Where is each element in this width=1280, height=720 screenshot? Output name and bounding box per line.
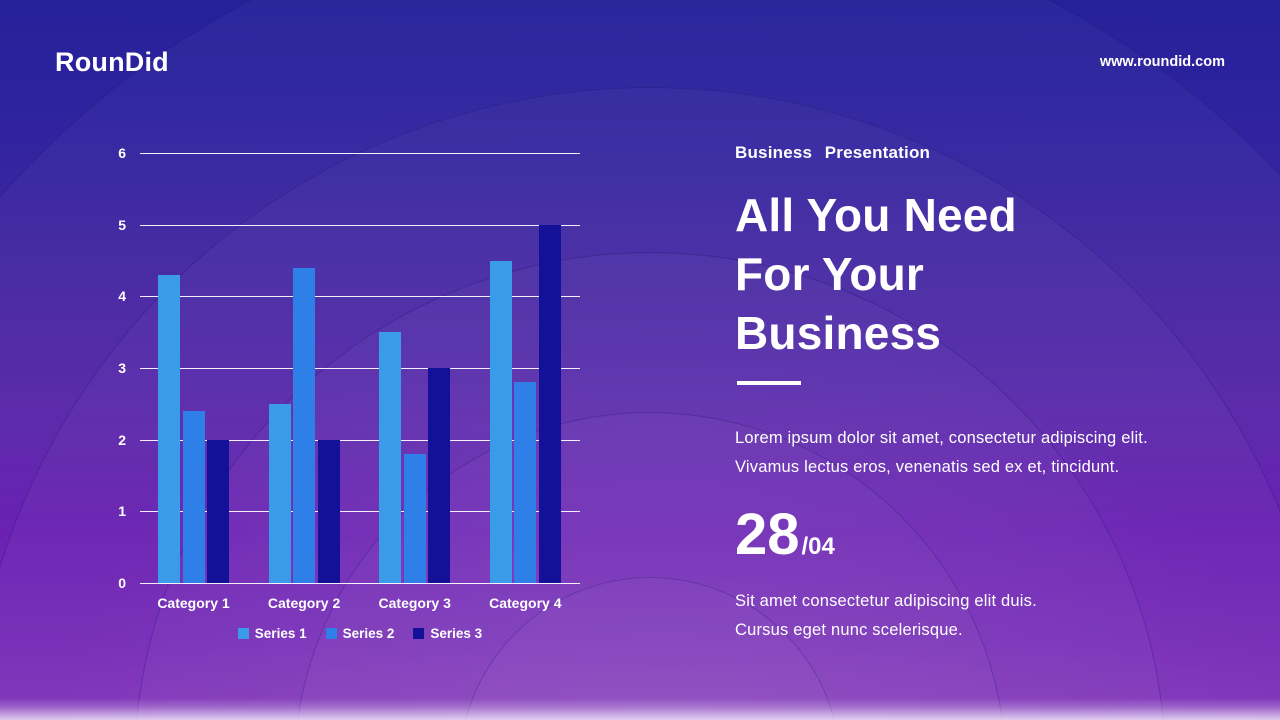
paragraph2-line-2: Cursus eget nunc scelerisque. [735,621,963,639]
y-axis-tick-label: 6 [118,145,126,161]
slide-eyebrow: Business Presentation [735,143,931,162]
bar-series1-category2 [268,403,291,583]
legend-swatch [413,628,425,639]
date: 28 /04 [735,506,835,564]
bottom-glow [0,698,1280,720]
gridline [140,296,580,298]
legend-label: Series 1 [254,626,307,641]
paragraph1-line-1: Lorem ipsum dolor sit amet, consectetur … [735,429,1148,447]
gridline [140,153,580,154]
title-line-1: All You Need [735,189,1017,241]
background-ring [0,87,1280,720]
body-paragraph-1: Lorem ipsum dolor sit amet, consectetur … [735,424,1215,482]
title-line-2: For Your [735,248,925,300]
legend-swatch [325,628,337,639]
gridline [140,368,580,369]
website-url: www.roundid.com [1099,54,1225,70]
category-label: Category 3 [378,595,451,611]
body-paragraph-2: Sit amet consectetur adipiscing elit dui… [735,587,1215,645]
chart-legend: Series 1 Series 2 Series 3 [140,626,580,641]
y-axis-tick-label: 4 [118,288,126,305]
legend-item: Series 1 [237,626,307,641]
legend-label: Series 2 [342,626,395,641]
category-label: Category 2 [267,595,341,611]
gridline [140,439,580,441]
date-day: 28 [735,502,800,567]
bar-series2-category2 [293,267,316,583]
bar-series1-category4 [489,260,512,583]
bar-series1-category3 [379,332,402,583]
bar-chart: 0 1 2 3 4 5 6 Category 1 Category 2 Category 3 Ca… [118,145,580,641]
bar-series3-category1 [207,439,229,583]
title-divider [737,381,801,385]
title-line-3: Business [735,307,942,359]
legend-swatch [237,628,249,639]
y-axis-tick-label: 5 [118,216,126,233]
y-axis-tick-label: 1 [118,503,126,520]
bar-series2-category3 [403,454,426,583]
bar-series3-category4 [538,224,561,583]
legend-label: Series 3 [430,626,483,641]
category-label: Category 1 [157,595,230,611]
category-label: Category 4 [489,595,562,611]
bar-series3-category3 [428,368,451,583]
gridline [140,511,580,513]
bar-series3-category2 [317,439,340,583]
paragraph2-line-1: Sit amet consectetur adipiscing elit dui… [735,592,1037,610]
gridline [140,224,580,226]
y-axis-tick-label: 2 [118,431,126,448]
bar-series1-category1 [158,274,180,583]
bar-series2-category4 [514,382,537,583]
legend-item: Series 2 [325,626,395,641]
date-month: /04 [801,533,835,560]
paragraph1-line-2: Vivamus lectus eros, venenatis sed ex et… [735,458,1120,476]
y-axis-tick-label: 3 [118,360,126,376]
gridline [140,583,580,584]
legend-item: Series 3 [413,626,482,641]
slide-title: All You Need For Your Business [735,186,1017,363]
y-axis-tick-label: 0 [118,575,126,591]
logo: RounDid [55,47,169,77]
bar-series2-category1 [182,411,205,583]
